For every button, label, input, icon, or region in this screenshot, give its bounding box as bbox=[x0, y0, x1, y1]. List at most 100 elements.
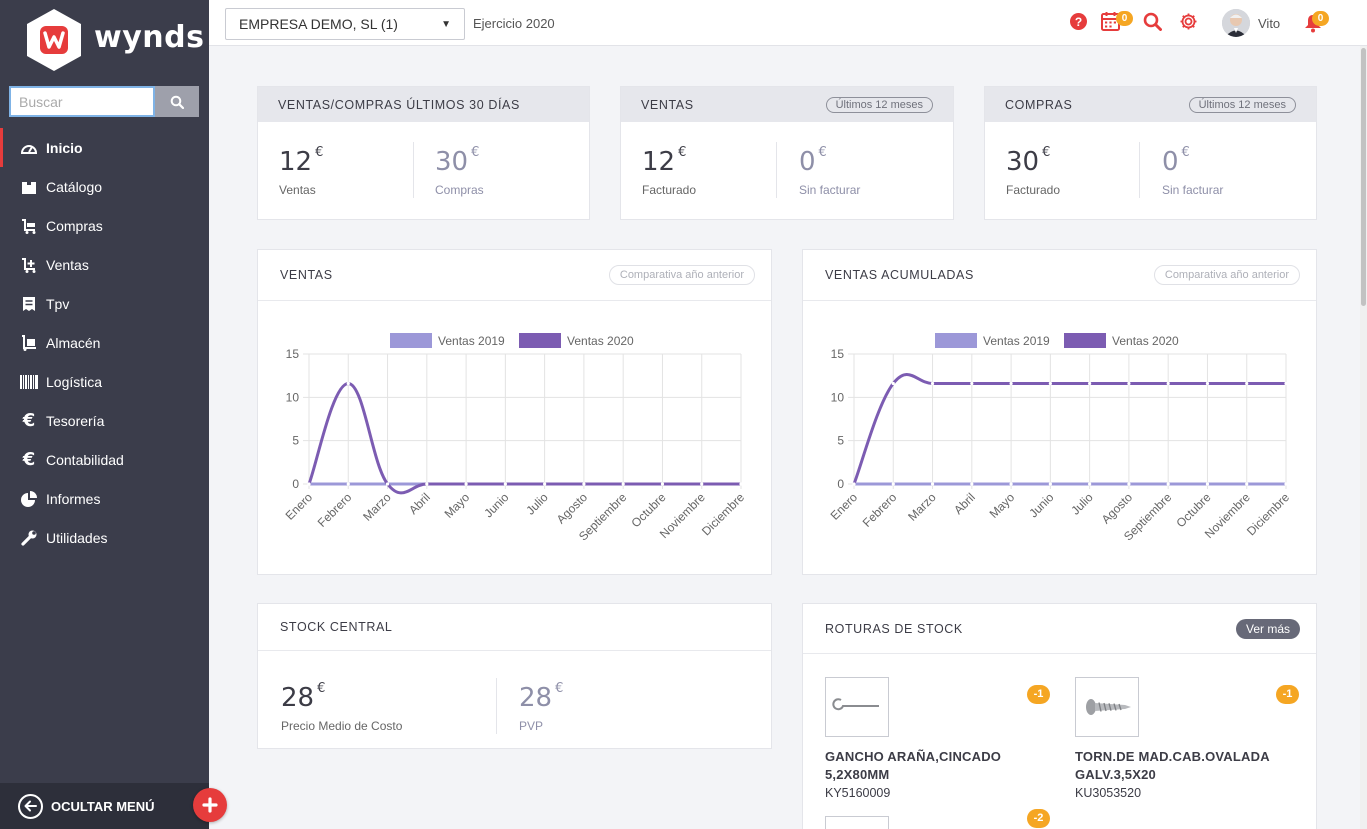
card-title: COMPRAS bbox=[1005, 97, 1073, 112]
dolly-icon bbox=[20, 334, 38, 352]
stock-badge: -1 bbox=[1027, 685, 1050, 704]
caret-down-icon: ▼ bbox=[441, 18, 451, 30]
compare-button[interactable]: Comparativa año anterior bbox=[1153, 265, 1300, 285]
search-button[interactable] bbox=[155, 86, 199, 117]
sidebar-item-logistica[interactable]: Logística bbox=[0, 362, 209, 401]
card-last30: VENTAS/COMPRAS ÚLTIMOS 30 DÍAS 12 € Venta… bbox=[257, 86, 590, 220]
currency: € bbox=[678, 145, 687, 161]
sidebar-item-almacen[interactable]: Almacén bbox=[0, 323, 209, 362]
x-tick-label: Agosto bbox=[554, 490, 591, 527]
compare-button[interactable]: Comparativa año anterior bbox=[608, 265, 755, 285]
svg-text:?: ? bbox=[1075, 15, 1082, 29]
data-point bbox=[1166, 381, 1170, 386]
kpi-label: PVP bbox=[519, 719, 544, 733]
y-tick-label: 10 bbox=[286, 390, 300, 404]
sidebar-nav: Inicio Catálogo Compras Ventas Tpv Almac… bbox=[0, 128, 209, 557]
sidebar-item-informes[interactable]: Informes bbox=[0, 479, 209, 518]
sidebar-item-utilidades[interactable]: Utilidades bbox=[0, 518, 209, 557]
y-tick-label: 0 bbox=[837, 477, 844, 491]
card-roturas: ROTURAS DE STOCK Ver más -1 GANCHO ARAÑA… bbox=[802, 603, 1317, 829]
kpi-label: Sin facturar bbox=[799, 183, 861, 197]
data-point bbox=[385, 482, 390, 486]
scrollbar-track[interactable] bbox=[1360, 46, 1367, 829]
logo[interactable]: wynds bbox=[0, 0, 209, 78]
company-select-value: EMPRESA DEMO, SL (1) bbox=[239, 16, 398, 32]
data-point bbox=[930, 381, 935, 386]
sidebar: wynds Inicio Catálogo Compras Ventas Tpv bbox=[0, 0, 209, 829]
series-line bbox=[307, 381, 742, 495]
scrollbar-thumb[interactable] bbox=[1361, 48, 1366, 306]
x-tick-label: Mayo bbox=[987, 490, 1018, 521]
data-point bbox=[346, 482, 350, 486]
x-tick-label: Enero bbox=[283, 490, 316, 523]
sidebar-item-tpv[interactable]: Tpv bbox=[0, 284, 209, 323]
x-tick-label: Abril bbox=[951, 490, 978, 517]
kpi-ventas: 12 € Ventas bbox=[279, 145, 324, 197]
x-tick-label: Febrero bbox=[315, 490, 355, 530]
card-stock-central: STOCK CENTRAL 28 € Precio Medio de Costo … bbox=[257, 603, 772, 749]
currency: € bbox=[555, 681, 564, 697]
sidebar-item-ventas[interactable]: Ventas bbox=[0, 245, 209, 284]
period-pill[interactable]: Últimos 12 meses bbox=[825, 96, 933, 113]
x-tick-label: Febrero bbox=[860, 490, 900, 530]
kpi-pvp: 28 € PVP bbox=[519, 681, 564, 733]
kpi-label: Precio Medio de Costo bbox=[281, 719, 403, 733]
product-name[interactable]: GANCHO ARAÑA,CINCADO 5,2X80MM bbox=[825, 748, 1001, 784]
arrow-left-icon bbox=[18, 793, 43, 819]
stock-badge: -2 bbox=[1027, 809, 1050, 828]
wrench-icon bbox=[20, 529, 38, 547]
sidebar-item-inicio[interactable]: Inicio bbox=[0, 128, 209, 167]
x-tick-label: Junio bbox=[481, 490, 511, 520]
data-point bbox=[1245, 381, 1249, 386]
sidebar-item-catalogo[interactable]: Catálogo bbox=[0, 167, 209, 206]
add-button[interactable] bbox=[193, 788, 227, 822]
kpi-sin-facturar: 0 € Sin facturar bbox=[799, 145, 861, 197]
cart-icon bbox=[20, 217, 38, 235]
x-tick-label: Marzo bbox=[360, 490, 394, 524]
currency: € bbox=[471, 145, 480, 161]
settings-button[interactable] bbox=[1179, 12, 1198, 36]
legend-swatch bbox=[1064, 333, 1106, 348]
hide-menu-button[interactable]: OCULTAR MENÚ bbox=[0, 783, 209, 829]
legend-swatch bbox=[935, 333, 977, 348]
search-input[interactable] bbox=[9, 86, 155, 117]
plus-icon bbox=[202, 797, 218, 813]
help-button[interactable]: ? bbox=[1069, 12, 1088, 36]
data-point bbox=[1166, 482, 1170, 486]
calendar-badge: 0 bbox=[1116, 11, 1133, 26]
kpi-label: Compras bbox=[435, 183, 484, 197]
user-photo-icon bbox=[1222, 9, 1250, 37]
data-point bbox=[1284, 381, 1288, 386]
kpi-sin-facturar: 0 € Sin facturar bbox=[1162, 145, 1223, 197]
search-icon bbox=[170, 95, 184, 109]
period-pill[interactable]: Últimos 12 meses bbox=[1188, 96, 1296, 113]
divider bbox=[413, 142, 414, 198]
product-thumb[interactable] bbox=[1075, 677, 1139, 737]
product-name[interactable]: TORN.DE MAD.CAB.OVALADA GALV.3,5X20 bbox=[1075, 748, 1270, 784]
data-point bbox=[891, 381, 895, 386]
currency: € bbox=[315, 145, 324, 161]
sidebar-item-tesoreria[interactable]: € Tesorería bbox=[0, 401, 209, 440]
sidebar-item-label: Catálogo bbox=[46, 178, 103, 195]
user-name[interactable]: Vito bbox=[1258, 16, 1281, 31]
data-point bbox=[1127, 482, 1131, 486]
search-top-button[interactable] bbox=[1143, 12, 1162, 36]
data-point bbox=[1088, 482, 1092, 486]
currency: € bbox=[1042, 145, 1051, 161]
divider bbox=[1139, 142, 1140, 198]
box-icon bbox=[20, 178, 38, 196]
sidebar-item-compras[interactable]: Compras bbox=[0, 206, 209, 245]
ver-mas-button[interactable]: Ver más bbox=[1235, 618, 1300, 639]
series-line bbox=[852, 373, 1286, 485]
card-header: STOCK CENTRAL bbox=[258, 604, 771, 651]
avatar[interactable] bbox=[1222, 9, 1250, 37]
kpi-facturado: 30 € Facturado bbox=[1006, 145, 1060, 197]
product-thumb[interactable] bbox=[825, 677, 889, 737]
legend-label: Ventas 2019 bbox=[438, 334, 505, 348]
sidebar-item-contabilidad[interactable]: € Contabilidad bbox=[0, 440, 209, 479]
company-select[interactable]: EMPRESA DEMO, SL (1) ▼ bbox=[225, 8, 465, 40]
legend-label: Ventas 2019 bbox=[983, 334, 1050, 348]
logo-hex-icon bbox=[27, 9, 81, 71]
product-thumb[interactable] bbox=[825, 816, 889, 829]
product-name-line: GANCHO ARAÑA,CINCADO bbox=[825, 749, 1002, 764]
